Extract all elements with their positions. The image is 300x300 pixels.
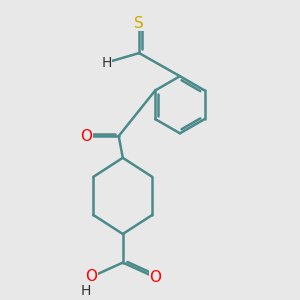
Text: H: H [81,284,91,298]
Text: S: S [134,16,144,31]
Text: O: O [149,270,161,285]
Text: O: O [85,269,98,284]
Text: O: O [80,128,92,143]
Text: H: H [101,56,112,70]
